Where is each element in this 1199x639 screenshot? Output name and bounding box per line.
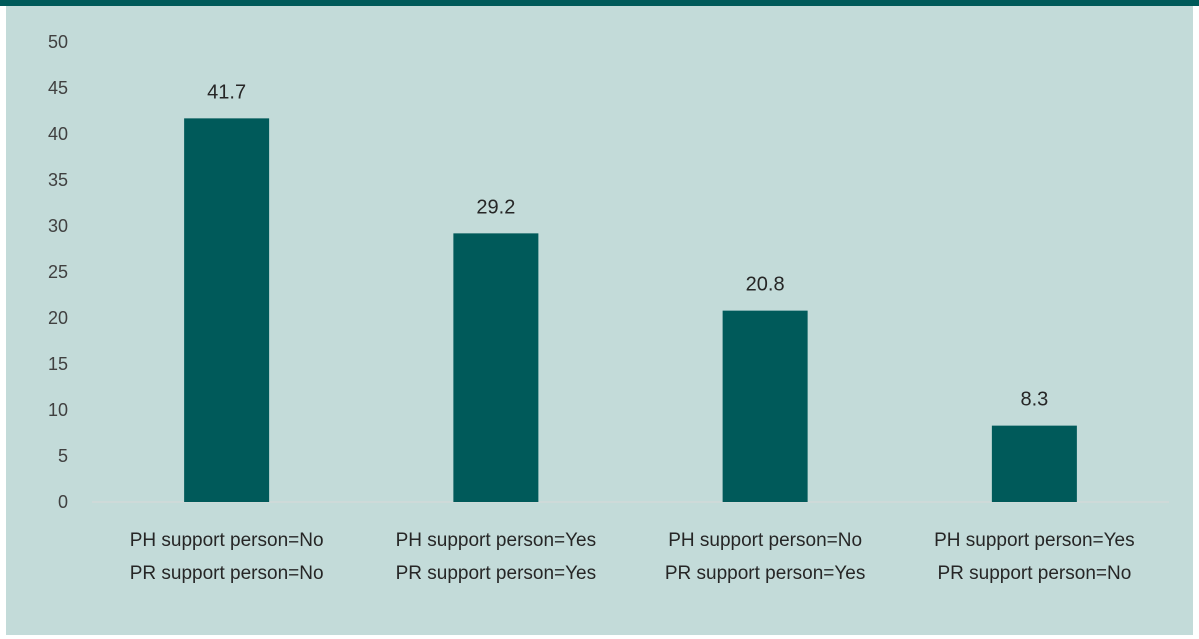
bar: [722, 310, 808, 502]
data-label: 20.8: [746, 274, 785, 296]
data-label: 41.7: [207, 81, 246, 103]
x-category-label: PR support person=No: [130, 563, 324, 584]
x-category-label: PR support person=No: [937, 563, 1131, 584]
y-tick-label: 35: [48, 170, 68, 190]
data-label: 29.2: [476, 196, 515, 218]
y-tick-label: 40: [48, 124, 68, 144]
y-tick-label: 20: [48, 308, 68, 328]
x-category-label: PH support person=No: [668, 530, 862, 551]
y-tick-label: 10: [48, 400, 68, 420]
y-tick-label: 45: [48, 78, 68, 98]
x-category-label: PR support person=Yes: [665, 563, 866, 584]
bar: [184, 118, 270, 503]
data-label: 8.3: [1020, 389, 1048, 411]
x-category-label: PH support person=No: [130, 530, 324, 551]
bar: [991, 425, 1077, 502]
title-strip: [0, 0, 1199, 6]
y-tick-label: 30: [48, 216, 68, 236]
y-tick-label: 15: [48, 354, 68, 374]
y-tick-label: 25: [48, 262, 68, 282]
y-tick-label: 0: [58, 492, 68, 512]
y-tick-label: 50: [48, 32, 68, 52]
x-category-label: PH support person=Yes: [396, 530, 597, 551]
x-category-label: PH support person=Yes: [934, 530, 1135, 551]
bar: [453, 233, 539, 503]
x-category-label: PR support person=Yes: [396, 563, 597, 584]
y-tick-label: 5: [58, 446, 68, 466]
